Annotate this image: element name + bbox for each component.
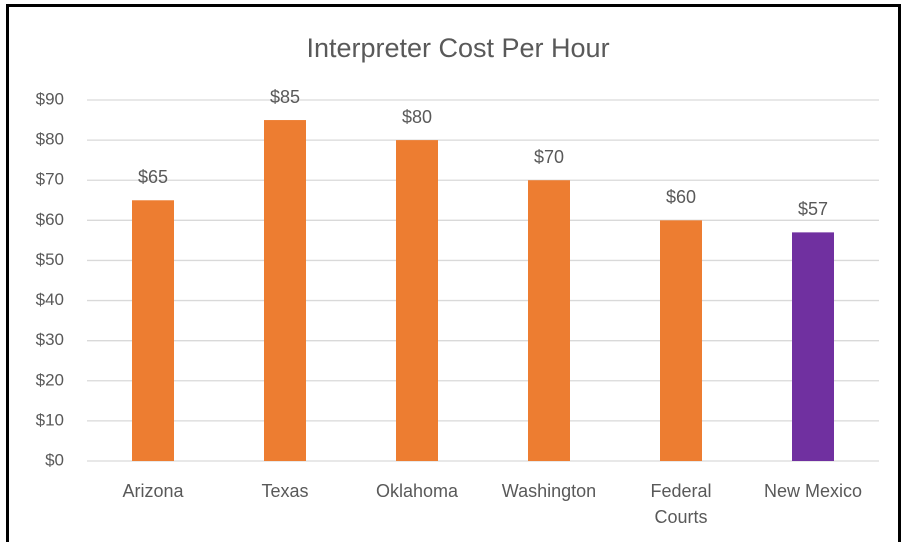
x-tick-label: Arizona [122,481,184,501]
y-tick-label: $80 [36,130,64,149]
data-label: $70 [534,147,564,167]
y-tick-label: $70 [36,170,64,189]
y-tick-label: $60 [36,210,64,229]
y-tick-label: $0 [45,450,64,469]
x-tick-label: Washington [501,481,597,501]
x-tick-label: Oklahoma [375,481,459,501]
data-label: $60 [666,187,696,207]
bar [792,232,834,461]
bar [660,220,702,461]
chart-title: Interpreter Cost Per Hour [306,33,609,63]
x-tick-label: Texas [261,481,309,501]
data-label: $65 [138,167,168,187]
x-tick-label: New Mexico [763,481,863,501]
y-tick-label: $30 [36,330,64,349]
y-tick-label: $40 [36,290,64,309]
y-tick-label: $10 [36,410,64,429]
data-label: $85 [270,87,300,107]
y-tick-label: $90 [36,89,64,108]
y-tick-label: $20 [36,370,64,389]
bar [528,180,570,461]
bar [396,140,438,461]
bar [132,200,174,461]
data-label: $57 [798,199,828,219]
y-tick-label: $50 [36,250,64,269]
x-tick-label: Federal Courts [650,481,712,527]
data-label: $80 [402,107,432,127]
chart-frame [6,4,901,542]
bar [264,120,306,462]
